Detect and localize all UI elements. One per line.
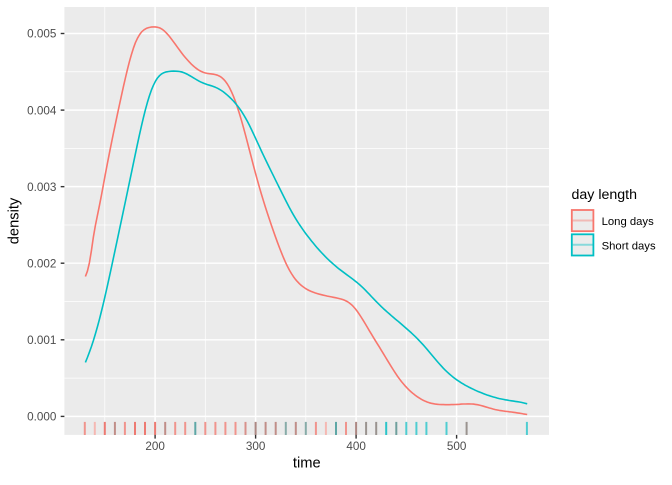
svg-text:0.003: 0.003	[27, 181, 56, 194]
svg-text:0.002: 0.002	[27, 257, 56, 270]
svg-text:0.001: 0.001	[27, 334, 56, 347]
svg-text:500: 500	[447, 440, 467, 453]
svg-text:density: density	[7, 197, 23, 244]
svg-text:Short days: Short days	[602, 240, 656, 252]
svg-text:300: 300	[246, 440, 266, 453]
svg-text:Long days: Long days	[602, 216, 654, 228]
svg-text:400: 400	[346, 440, 366, 453]
svg-text:200: 200	[145, 440, 165, 453]
svg-text:0.005: 0.005	[27, 28, 57, 41]
svg-text:day length: day length	[572, 187, 637, 203]
svg-text:time: time	[293, 456, 321, 472]
svg-text:0.004: 0.004	[27, 104, 57, 117]
svg-text:0.000: 0.000	[27, 411, 57, 424]
